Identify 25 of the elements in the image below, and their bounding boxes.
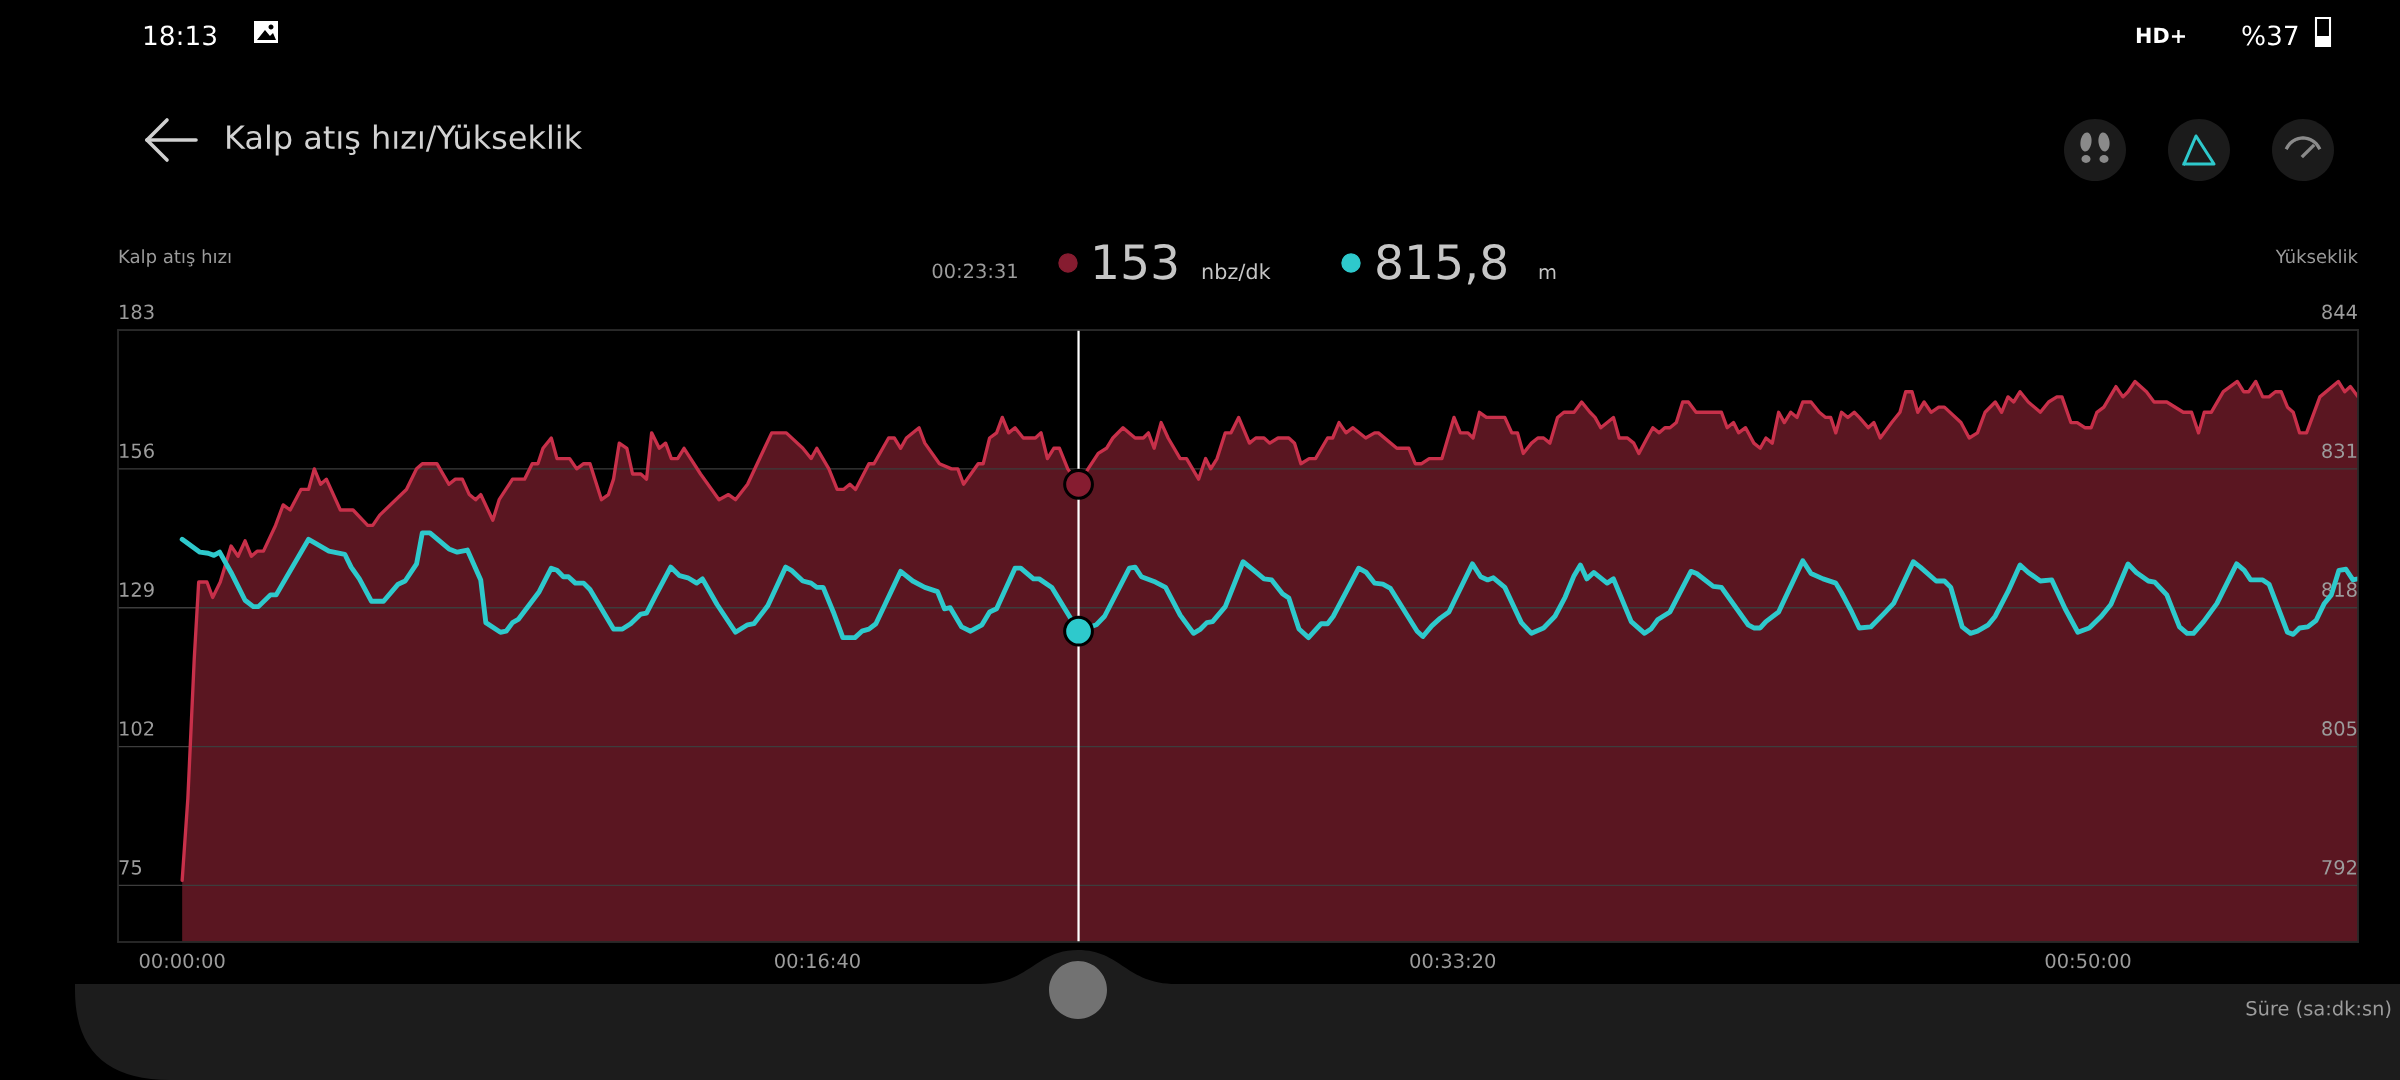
y2-tick-label: 831 (2322, 443, 2357, 459)
y-tick-label: 75 (119, 860, 142, 875)
y2-tick-label: 792 (2322, 859, 2357, 875)
x-axis-title: Süre (sa:dk:sn) (2246, 1000, 2391, 1018)
y-axis-title: Kalp atış hızı (119, 249, 231, 267)
text: m (1539, 268, 1556, 279)
y-tick-label: 102 (120, 721, 154, 736)
y2-axis-title: Yükseklik (2275, 249, 2358, 264)
text: %37 (2242, 25, 2298, 46)
x-tick-label: 00:16:40 (775, 953, 860, 969)
x-tick-label: 00:00:00 (139, 953, 225, 969)
text: 153 (1095, 243, 1177, 280)
text: 18:13 (144, 25, 216, 46)
text: 815,8 (1377, 243, 1506, 285)
text: nbz/dk (1202, 263, 1271, 281)
y-tick-label: 129 (120, 582, 154, 597)
text: HD+ (2136, 27, 2185, 43)
text: 00:23:31 (932, 263, 1017, 279)
chart-title: Kalp atış hızı/Yükseklik (227, 124, 583, 156)
y-tick-label: 156 (120, 443, 154, 459)
x-tick-label: 00:33:20 (1410, 953, 1496, 969)
x-tick-label: 00:50:00 (2045, 953, 2131, 969)
y2-tick-label: 844 (2322, 304, 2357, 320)
y2-tick-label: 805 (2322, 721, 2357, 736)
y-tick-label: 183 (120, 304, 154, 320)
